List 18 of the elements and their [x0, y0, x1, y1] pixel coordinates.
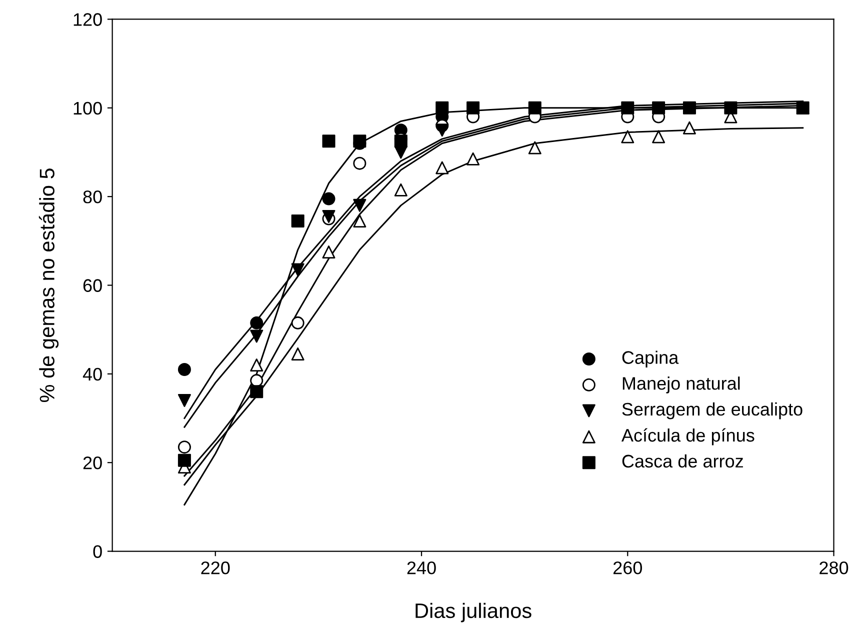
y-axis-title: % de gemas no estádio 5	[38, 168, 59, 402]
legend-label: Serragem de eucalipto	[622, 402, 802, 420]
y-tick-label: 120	[74, 13, 102, 26]
x-tick-label: 260	[613, 561, 642, 574]
x-axis-title: Dias julianos	[416, 602, 532, 622]
y-tick-label: 40	[82, 368, 102, 381]
legend-label: Casca de arroz	[622, 454, 743, 468]
legend-label: Manejo natural	[622, 376, 740, 394]
y-tick-label: 20	[83, 456, 102, 470]
y-tick-label: 100	[74, 102, 102, 115]
legend-label: Acícula de pínus	[621, 428, 754, 446]
y-tick-label: 0	[93, 545, 102, 558]
y-tick-label: 80	[83, 190, 102, 204]
x-tick-label: 220	[201, 561, 230, 574]
legend-label: Capina	[622, 350, 679, 368]
x-tick-label: 240	[407, 561, 436, 574]
x-tick-label: 280	[820, 561, 848, 574]
y-tick-label: 60	[83, 279, 102, 292]
